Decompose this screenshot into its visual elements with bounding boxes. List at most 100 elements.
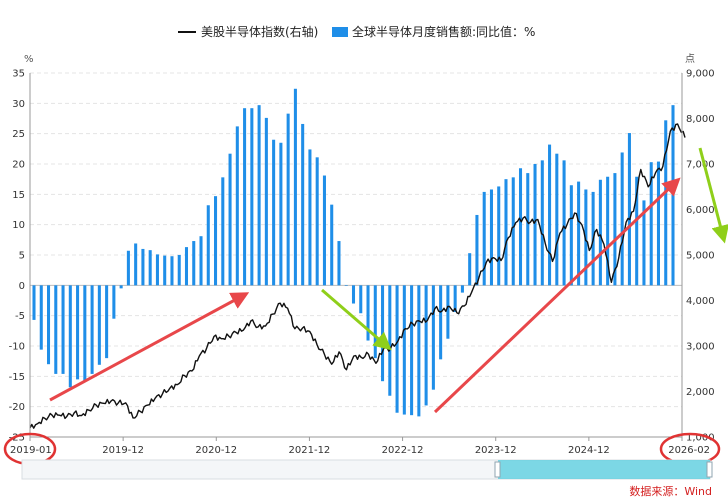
left-tick-label: -10 [9,342,25,353]
bar [293,88,297,286]
trend-arrow-green-1 [321,288,392,351]
bar [504,179,508,286]
bar [366,285,370,341]
bar [257,105,261,286]
bar [410,285,414,416]
bar [555,153,559,286]
trend-arrow-green-2 [698,147,728,244]
source-label: 数据来源：Wind [629,484,712,498]
bar [388,285,392,396]
bar [424,285,428,406]
bar [497,186,501,286]
right-axis: 9,000 8,000 7,000 6,000 5,000 4,000 3,000 2,000… [681,69,715,444]
x-tick-label: 2022-12 [382,445,424,456]
bar [286,113,290,286]
bar [68,285,72,388]
right-tick-label: 7,000 [686,160,715,171]
bar [613,173,617,286]
bar [649,162,653,286]
x-tick-label: 2021-12 [289,445,331,456]
bar [301,123,305,286]
right-tick-label: 4,000 [686,296,715,307]
slider-handle-left[interactable] [494,461,501,478]
bar [540,160,544,286]
x-tick-label: 2024-12 [568,445,610,456]
x-tick-label: 2019-12 [102,445,144,456]
bar [54,285,58,374]
bar [112,285,116,319]
bar [526,173,530,286]
trend-arrow-red-2 [433,177,681,414]
left-tick-label: 15 [12,190,25,201]
bar [39,285,43,350]
annotations [3,147,728,466]
range-slider[interactable] [21,459,713,480]
bar [562,160,566,286]
bar [272,139,276,286]
bar [105,285,109,359]
bar [620,152,624,286]
legend[interactable]: 美股半导体指数(右轴) 全球半导体月度销售额:同比值：% [178,24,535,39]
bar [134,243,138,286]
bar [518,168,523,286]
bar [351,285,356,304]
bar [482,191,486,286]
bar [431,285,435,390]
bar [250,108,254,286]
slider-selection[interactable] [498,460,710,479]
bar-series [32,88,675,417]
bar [635,176,639,286]
bar [184,247,189,286]
bar [126,250,130,286]
left-tick-label: 20 [12,160,25,171]
left-tick-label: -5 [15,311,25,322]
bar [155,254,159,286]
bar [235,126,239,286]
bar [279,142,283,286]
bar [402,285,406,415]
right-tick-label: 3,000 [686,342,715,353]
bar [577,181,581,286]
bar [315,157,319,286]
bar [322,175,326,286]
legend-bar-swatch [332,27,348,37]
bar [642,200,646,286]
bar [192,241,196,286]
slider-handle-right[interactable] [706,461,713,478]
legend-bar-label[interactable]: 全球半导体月度销售额:同比值：% [352,24,535,39]
bar [344,285,348,286]
bar [32,285,36,320]
left-tick-label: 35 [12,69,25,80]
bar [199,236,203,286]
bar [83,285,87,382]
right-tick-label: 9,000 [686,69,715,80]
right-tick-label: 6,000 [686,205,715,216]
bar [228,153,232,286]
right-tick-label: 2,000 [686,387,715,398]
x-tick-label: 2019-01 [10,445,52,456]
right-tick-label: 8,000 [686,114,715,125]
bar [97,285,101,365]
bar [569,185,573,286]
left-tick-label: 0 [19,281,25,292]
bar [381,285,385,382]
chart-plot: 35 30 25 20 15 10 5 0 -5 -10 -15 -20 -25 9,000 8,000 7… [9,69,715,457]
bar [598,179,602,286]
bar [453,285,457,313]
legend-line-label[interactable]: 美股半导体指数(右轴) [201,24,318,39]
x-tick-label: 2026-02 [668,445,710,456]
bar [584,189,588,286]
left-tick-label: 5 [19,251,25,262]
left-axis: 35 30 25 20 15 10 5 0 -5 -10 -15 -20 -25 [9,69,31,444]
line-series [29,123,686,429]
bar [656,161,661,286]
bar [243,108,247,286]
left-tick-label: 10 [12,220,25,231]
bar [460,285,464,293]
bar [177,255,181,286]
bar [373,285,377,359]
bar [446,285,450,339]
x-tick-label: 2020-12 [195,445,237,456]
bar [330,204,334,286]
